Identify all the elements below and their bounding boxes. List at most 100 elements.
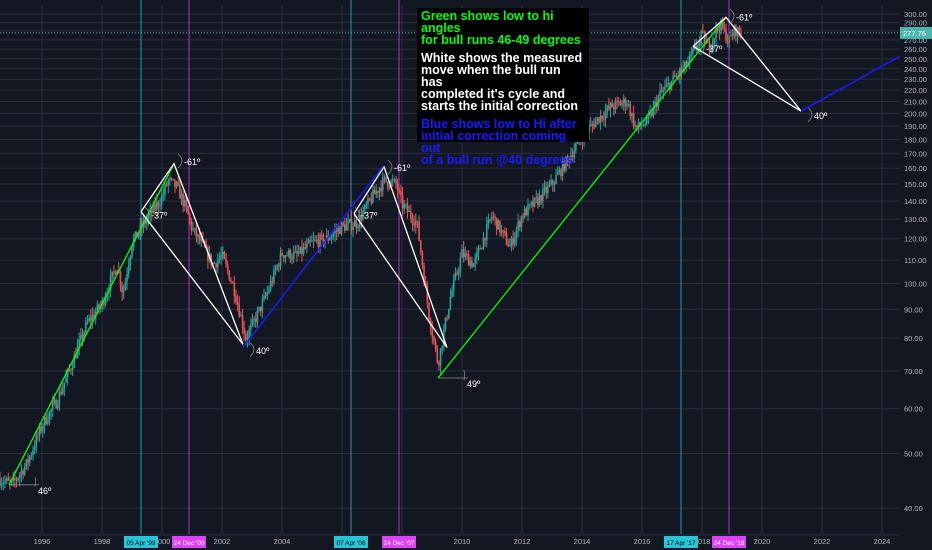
candle-body bbox=[725, 28, 727, 42]
candle-body bbox=[104, 298, 107, 305]
candle-body bbox=[406, 204, 409, 213]
time-axis[interactable]: 1996199820002002200420062008201020122014… bbox=[0, 534, 900, 548]
candle-body bbox=[271, 281, 274, 283]
candle-body bbox=[301, 246, 303, 254]
candle-body bbox=[692, 48, 694, 53]
candle-body bbox=[632, 113, 635, 126]
candle-body bbox=[611, 103, 613, 108]
candle-body bbox=[314, 239, 316, 241]
candle-body bbox=[373, 190, 376, 195]
candle-body bbox=[509, 246, 511, 247]
candle-body bbox=[641, 125, 643, 127]
angle-label: 40º bbox=[256, 346, 270, 356]
candle-body bbox=[723, 28, 726, 30]
candle-body bbox=[322, 234, 325, 244]
candle-body bbox=[396, 183, 399, 191]
angle-label: -37º bbox=[706, 44, 723, 54]
candle-body bbox=[319, 234, 321, 248]
x-tick-label: 2022 bbox=[814, 537, 831, 546]
candle-body bbox=[106, 293, 109, 299]
x-tick-label: 2012 bbox=[514, 537, 531, 546]
candle-body bbox=[518, 221, 521, 227]
candle-body bbox=[142, 220, 145, 228]
candle-body bbox=[213, 263, 216, 265]
candle-body bbox=[273, 269, 275, 283]
candle-body bbox=[160, 196, 163, 206]
candle-body bbox=[63, 382, 66, 389]
candle-body bbox=[594, 120, 597, 128]
y-tick-label: 140.00 bbox=[904, 197, 927, 206]
candle-body bbox=[289, 250, 292, 260]
candle-body bbox=[268, 289, 270, 293]
candle-body bbox=[81, 334, 84, 339]
candle-body bbox=[30, 455, 33, 457]
candle-body bbox=[517, 221, 519, 230]
candle-body bbox=[287, 250, 290, 256]
y-tick-label: 160.00 bbox=[904, 164, 927, 173]
candle-body bbox=[652, 106, 655, 116]
candle-body bbox=[474, 258, 476, 264]
candle-body bbox=[32, 450, 34, 456]
candle-body bbox=[264, 295, 267, 297]
candle-body bbox=[418, 221, 420, 241]
x-tick-label: 2004 bbox=[274, 537, 291, 546]
candle-body bbox=[662, 89, 665, 92]
candle-body bbox=[642, 125, 645, 127]
candle-body bbox=[40, 426, 43, 431]
angle-arc bbox=[354, 207, 360, 222]
candle-body bbox=[626, 104, 628, 107]
candle-body bbox=[575, 143, 577, 151]
candle-body bbox=[170, 178, 173, 180]
candle-body bbox=[674, 75, 676, 78]
candle-body bbox=[15, 479, 18, 481]
x-tick-label: 2016 bbox=[634, 537, 651, 546]
candle-body bbox=[700, 31, 703, 39]
y-tick-label: 120.00 bbox=[904, 235, 927, 244]
candle-body bbox=[467, 254, 470, 266]
candle-body bbox=[88, 317, 90, 322]
candle-body bbox=[419, 240, 422, 253]
candle-body bbox=[42, 426, 44, 431]
candle-body bbox=[514, 237, 516, 245]
candle-body bbox=[477, 248, 480, 253]
y-tick-label: 270.00 bbox=[904, 36, 927, 45]
candle-body bbox=[660, 90, 663, 92]
candle-body bbox=[50, 409, 52, 412]
candle-body bbox=[68, 369, 71, 371]
candle-body bbox=[606, 106, 608, 112]
annotation-blue-text: Blue shows low to Hi after initial corre… bbox=[421, 117, 577, 167]
candle-body bbox=[165, 184, 168, 186]
candle-body bbox=[159, 205, 161, 207]
candle-body bbox=[403, 204, 406, 209]
candle-body bbox=[248, 329, 250, 339]
date-marker-label: 07 Apr '06 bbox=[336, 540, 365, 547]
y-tick-label: 250.00 bbox=[904, 55, 927, 64]
candle-body bbox=[702, 31, 704, 33]
candle-body bbox=[558, 169, 561, 174]
candle-body bbox=[332, 233, 335, 237]
candle-body bbox=[530, 201, 533, 204]
candle-body bbox=[20, 470, 23, 475]
candle-body bbox=[103, 299, 105, 305]
y-tick-label: 110.00 bbox=[904, 256, 926, 265]
candle-body bbox=[680, 68, 683, 72]
candle-body bbox=[697, 46, 699, 49]
angle-arc bbox=[387, 159, 393, 175]
candle-body bbox=[134, 231, 137, 239]
candle-body bbox=[193, 228, 196, 229]
candle-body bbox=[471, 260, 473, 267]
candle-body bbox=[335, 230, 338, 232]
y-tick-label: 210.00 bbox=[904, 98, 927, 107]
candle-body bbox=[647, 115, 650, 117]
candle-body bbox=[710, 47, 712, 51]
y-tick-label: 190.00 bbox=[904, 122, 927, 131]
candle-body bbox=[424, 282, 427, 286]
price-axis[interactable]: 40.00 50.00 60.00 70.00 80.00 90.00 100.00 110.… bbox=[900, 0, 932, 550]
candle-body bbox=[664, 86, 666, 90]
candle-body bbox=[485, 224, 488, 241]
candle-body bbox=[679, 68, 681, 77]
candle-body bbox=[17, 478, 19, 480]
candle-body bbox=[438, 362, 440, 366]
candle-body bbox=[476, 252, 478, 259]
candle-body bbox=[52, 403, 54, 410]
